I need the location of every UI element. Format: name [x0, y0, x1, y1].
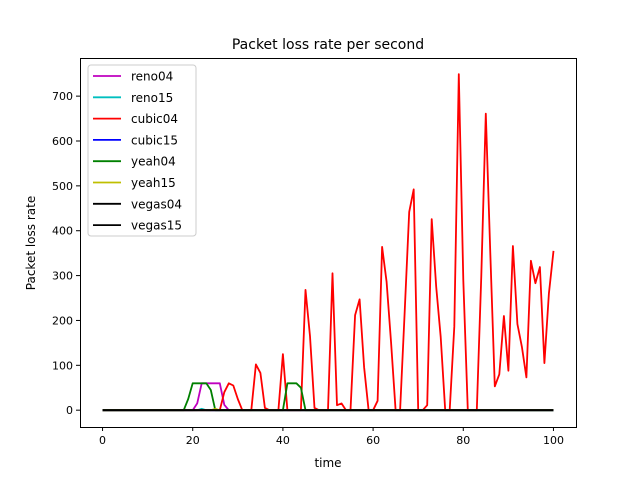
legend-item-reno04: reno04	[93, 70, 173, 84]
axis-ticks: 0 20 40 60 80 100 0 100 200 300 400 500 600 700	[52, 90, 564, 447]
legend-label: cubic15	[131, 133, 178, 147]
legend-item-yeah15: yeah15	[93, 176, 176, 190]
legend-box	[87, 64, 197, 237]
legend-label: reno15	[131, 91, 173, 105]
legend-item-cubic15: cubic15	[93, 133, 178, 147]
x-tick-label: 20	[186, 434, 200, 447]
y-tick-label: 300	[52, 270, 73, 283]
legend-item-yeah04: yeah04	[93, 155, 176, 169]
axes-frame	[80, 58, 577, 428]
chart-title: Packet loss rate per second	[232, 37, 424, 53]
x-tick-label: 60	[366, 434, 380, 447]
y-tick-label: 500	[52, 180, 73, 193]
x-tick-label: 0	[99, 434, 106, 447]
legend-label: reno04	[131, 70, 173, 84]
x-tick-label: 80	[456, 434, 470, 447]
series-lines	[102, 73, 555, 412]
x-tick-label: 100	[543, 434, 564, 447]
legend-label: vegas15	[131, 219, 182, 233]
legend-label: vegas04	[131, 197, 182, 211]
y-tick-label: 200	[52, 314, 73, 327]
y-tick-label: 100	[52, 359, 73, 372]
y-tick-label: 400	[52, 225, 73, 238]
legend: reno04 reno15 cubic04 cubic15 yeah04 yeah15 ve…	[87, 64, 197, 237]
plot-area	[102, 73, 555, 412]
y-tick-label: 700	[52, 90, 73, 103]
legend-label: cubic04	[131, 112, 178, 126]
x-axis-label: time	[314, 456, 341, 470]
y-tick-label: 0	[66, 404, 73, 417]
legend-item-reno15: reno15	[93, 91, 173, 105]
y-tick-label: 600	[52, 135, 73, 148]
legend-label: yeah15	[131, 176, 176, 190]
y-axis-label: Packet loss rate	[24, 196, 38, 290]
x-tick-label: 40	[276, 434, 290, 447]
legend-item-vegas15: vegas15	[93, 219, 182, 233]
legend-item-vegas04: vegas04	[93, 197, 182, 211]
legend-label: yeah04	[131, 155, 176, 169]
legend-item-cubic04: cubic04	[93, 112, 178, 126]
